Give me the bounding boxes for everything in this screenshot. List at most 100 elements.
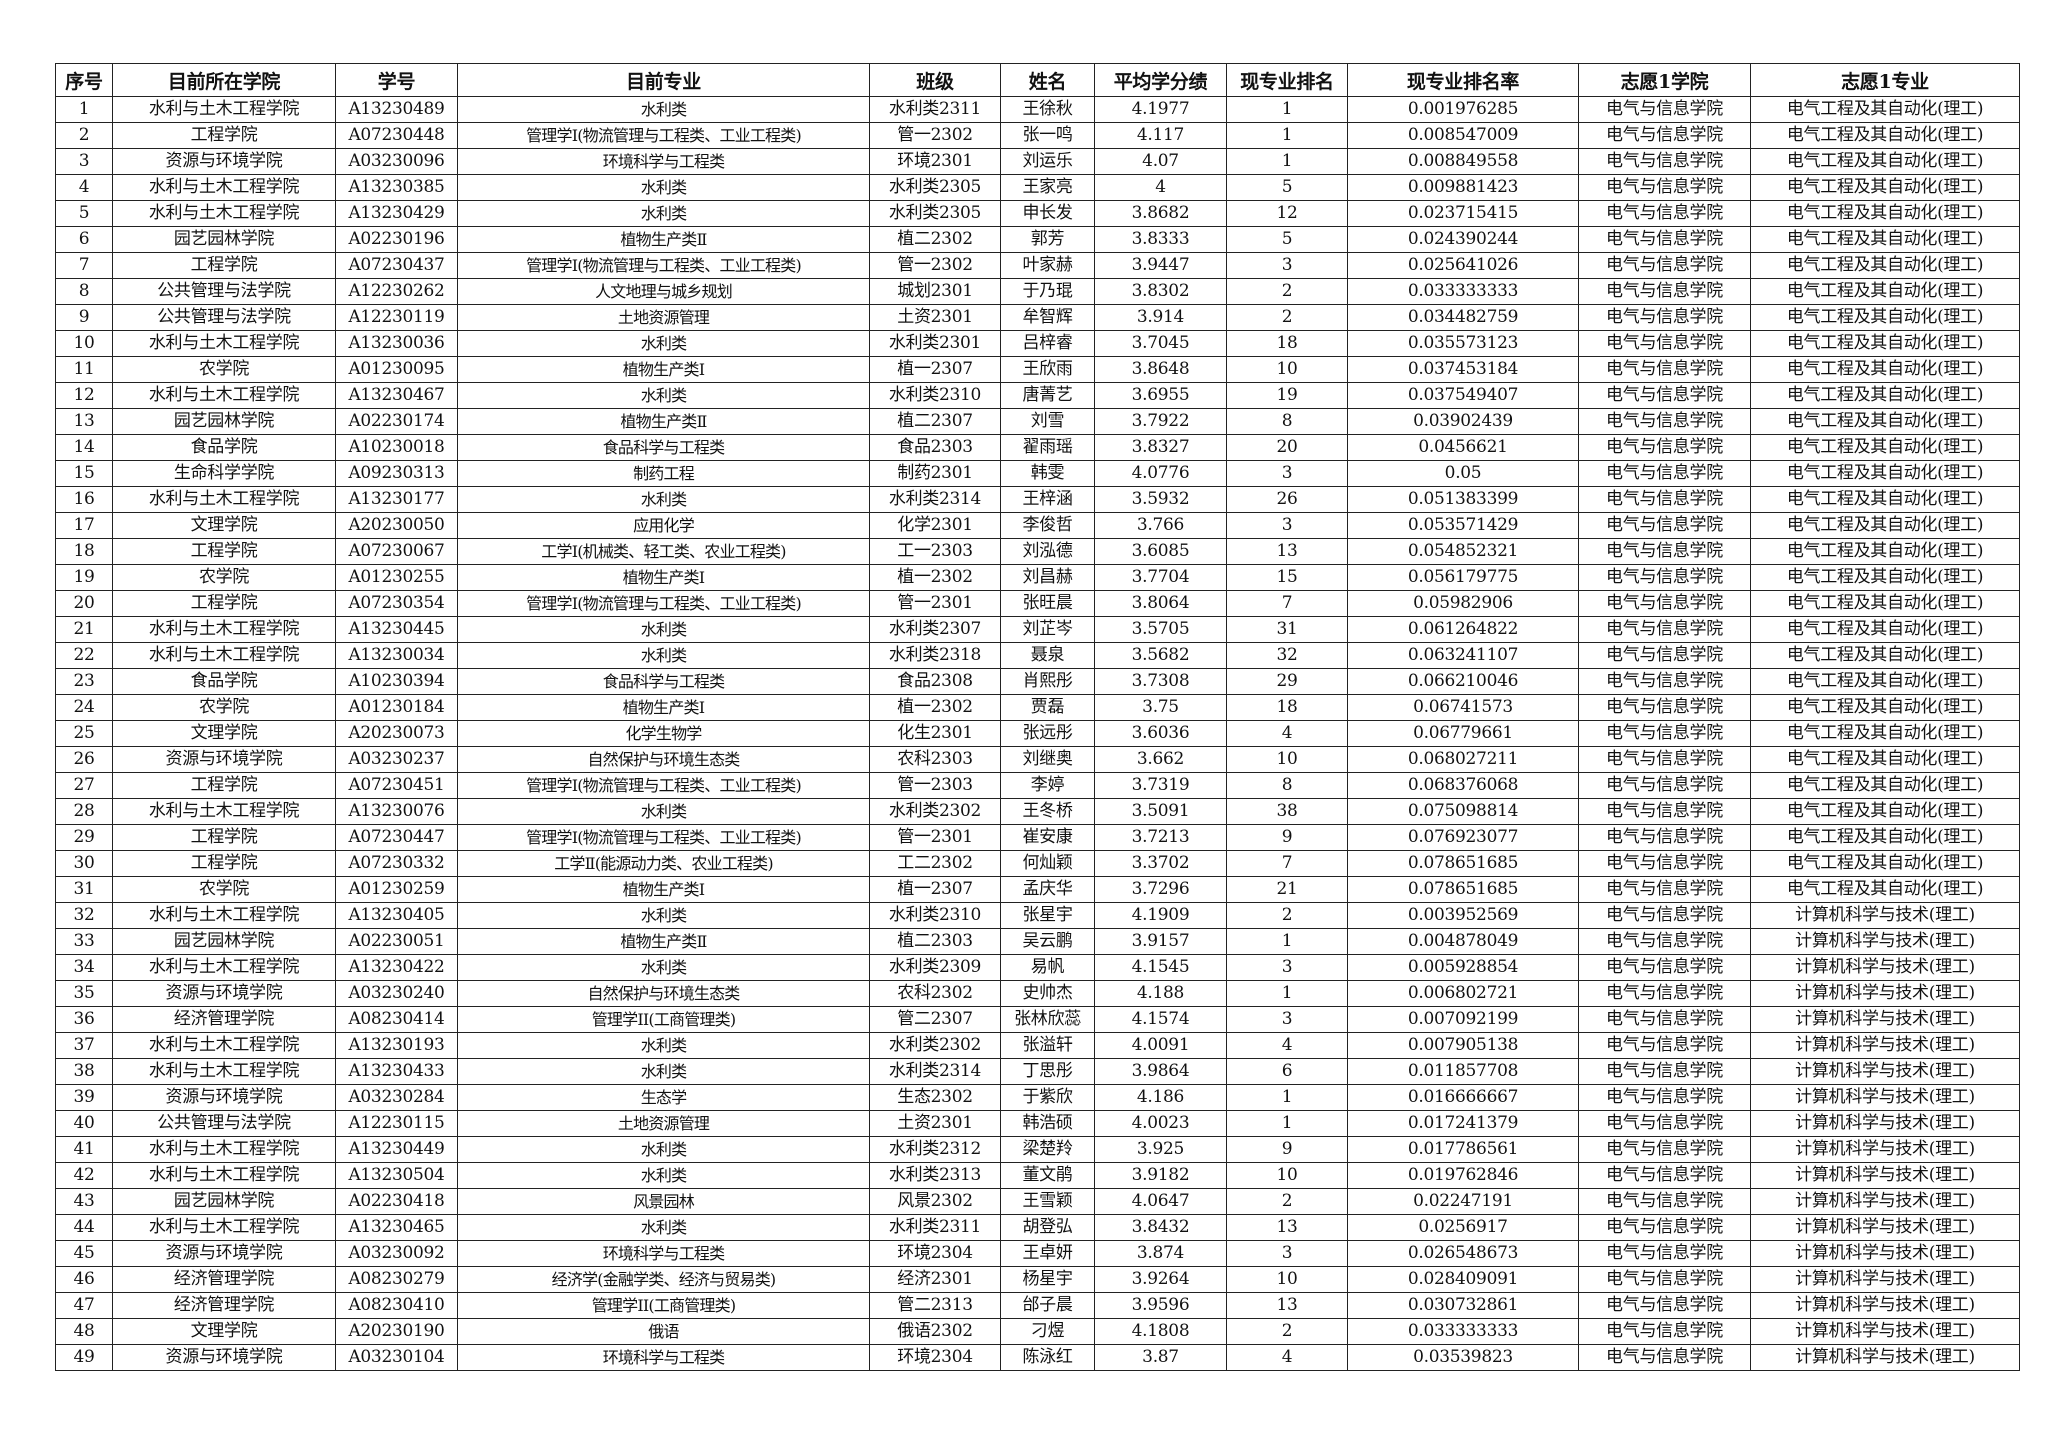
cell-current-college: 工程学院 <box>112 252 336 279</box>
cell-name: 刘泓德 <box>1000 538 1095 565</box>
cell-major-rank: 4 <box>1226 1032 1348 1059</box>
cell-gpa: 4.117 <box>1094 122 1227 149</box>
cell-class: 植一2302 <box>869 694 1001 721</box>
cell-current-major: 水利类 <box>457 96 870 123</box>
table-row: 29 工程学院 A07230447 管理学Ⅰ(物流管理与工程类、工业工程类) 管一230… <box>55 824 2020 851</box>
cell-choice1-major: 电气工程及其自动化(理工) <box>1750 486 2020 513</box>
cell-current-major: 应用化学 <box>457 512 870 539</box>
cell-name: 刘芷岑 <box>1000 616 1095 643</box>
cell-major-rank-rate: 0.076923077 <box>1347 824 1579 851</box>
cell-class: 水利类2305 <box>869 174 1001 201</box>
cell-index: 9 <box>55 304 113 331</box>
cell-index: 10 <box>55 330 113 357</box>
cell-major-rank-rate: 0.026548673 <box>1347 1240 1579 1267</box>
cell-current-major: 土地资源管理 <box>457 1110 870 1137</box>
cell-choice1-major: 电气工程及其自动化(理工) <box>1750 304 2020 331</box>
cell-choice1-college: 电气与信息学院 <box>1578 1084 1751 1111</box>
cell-student-id: A13230433 <box>335 1058 458 1085</box>
cell-choice1-major: 电气工程及其自动化(理工) <box>1750 434 2020 461</box>
cell-choice1-college: 电气与信息学院 <box>1578 1188 1751 1215</box>
cell-choice1-college: 电气与信息学院 <box>1578 642 1751 669</box>
cell-name: 于乃琨 <box>1000 278 1095 305</box>
cell-choice1-college: 电气与信息学院 <box>1578 928 1751 955</box>
cell-major-rank: 12 <box>1226 200 1348 227</box>
table-row: 10 水利与土木工程学院 A13230036 水利类 水利类2301 吕梓睿 3.7045 1… <box>55 330 2020 357</box>
cell-major-rank: 13 <box>1226 1292 1348 1319</box>
cell-current-college: 园艺园林学院 <box>112 408 336 435</box>
cell-choice1-major: 电气工程及其自动化(理工) <box>1750 876 2020 903</box>
cell-major-rank: 2 <box>1226 278 1348 305</box>
table-row: 23 食品学院 A10230394 食品科学与工程类 食品2308 肖熙彤 3.7308 29… <box>55 668 2020 695</box>
cell-index: 20 <box>55 590 113 617</box>
cell-choice1-major: 电气工程及其自动化(理工) <box>1750 252 2020 279</box>
cell-current-college: 水利与土木工程学院 <box>112 902 336 929</box>
cell-index: 30 <box>55 850 113 877</box>
cell-index: 14 <box>55 434 113 461</box>
header-index: 序号 <box>55 63 113 97</box>
cell-class: 管二2307 <box>869 1006 1001 1033</box>
cell-major-rank: 13 <box>1226 1214 1348 1241</box>
cell-major-rank: 21 <box>1226 876 1348 903</box>
cell-student-id: A08230279 <box>335 1266 458 1293</box>
cell-class: 水利类2311 <box>869 96 1001 123</box>
cell-current-college: 农学院 <box>112 356 336 383</box>
cell-choice1-college: 电气与信息学院 <box>1578 616 1751 643</box>
header-choice1-major: 志愿1专业 <box>1750 63 2020 97</box>
cell-major-rank-rate: 0.037549407 <box>1347 382 1579 409</box>
cell-name: 易帆 <box>1000 954 1095 981</box>
cell-choice1-college: 电气与信息学院 <box>1578 486 1751 513</box>
cell-current-college: 食品学院 <box>112 434 336 461</box>
cell-current-college: 农学院 <box>112 564 336 591</box>
cell-gpa: 3.9864 <box>1094 1058 1227 1085</box>
cell-student-id: A07230448 <box>335 122 458 149</box>
cell-choice1-major: 电气工程及其自动化(理工) <box>1750 772 2020 799</box>
table-row: 40 公共管理与法学院 A12230115 土地资源管理 土资2301 韩浩硕 4.0023… <box>55 1110 2020 1137</box>
cell-major-rank: 38 <box>1226 798 1348 825</box>
cell-choice1-college: 电气与信息学院 <box>1578 382 1751 409</box>
cell-student-id: A07230067 <box>335 538 458 565</box>
cell-major-rank-rate: 0.033333333 <box>1347 1318 1579 1345</box>
cell-name: 于紫欣 <box>1000 1084 1095 1111</box>
cell-major-rank: 8 <box>1226 408 1348 435</box>
cell-student-id: A07230354 <box>335 590 458 617</box>
cell-current-college: 公共管理与法学院 <box>112 304 336 331</box>
cell-student-id: A20230073 <box>335 720 458 747</box>
cell-student-id: A02230174 <box>335 408 458 435</box>
cell-gpa: 3.8333 <box>1094 226 1227 253</box>
cell-gpa: 3.7319 <box>1094 772 1227 799</box>
cell-class: 管一2302 <box>869 122 1001 149</box>
cell-index: 8 <box>55 278 113 305</box>
cell-class: 土资2301 <box>869 304 1001 331</box>
cell-major-rank-rate: 0.068027211 <box>1347 746 1579 773</box>
cell-index: 48 <box>55 1318 113 1345</box>
cell-name: 王家亮 <box>1000 174 1095 201</box>
cell-student-id: A01230259 <box>335 876 458 903</box>
cell-class: 食品2303 <box>869 434 1001 461</box>
cell-name: 张远彤 <box>1000 720 1095 747</box>
cell-index: 29 <box>55 824 113 851</box>
cell-gpa: 3.6036 <box>1094 720 1227 747</box>
cell-major-rank-rate: 0.008547009 <box>1347 122 1579 149</box>
cell-gpa: 3.6085 <box>1094 538 1227 565</box>
cell-current-major: 水利类 <box>457 1032 870 1059</box>
table-row: 45 资源与环境学院 A03230092 环境科学与工程类 环境2304 王卓妍 3.874… <box>55 1240 2020 1267</box>
cell-current-major: 经济学(金融学类、经济与贸易类) <box>457 1266 870 1293</box>
cell-major-rank: 13 <box>1226 538 1348 565</box>
cell-current-college: 工程学院 <box>112 772 336 799</box>
cell-major-rank-rate: 0.008849558 <box>1347 148 1579 175</box>
cell-current-major: 水利类 <box>457 1162 870 1189</box>
cell-major-rank-rate: 0.033333333 <box>1347 278 1579 305</box>
cell-current-college: 水利与土木工程学院 <box>112 1058 336 1085</box>
cell-name: 陈泳红 <box>1000 1344 1095 1371</box>
cell-current-major: 化学生物学 <box>457 720 870 747</box>
cell-student-id: A13230465 <box>335 1214 458 1241</box>
cell-gpa: 3.8682 <box>1094 200 1227 227</box>
table-row: 22 水利与土木工程学院 A13230034 水利类 水利类2318 聂泉 3.5682 32… <box>55 642 2020 669</box>
cell-major-rank: 18 <box>1226 330 1348 357</box>
cell-index: 16 <box>55 486 113 513</box>
cell-current-major: 植物生产类Ⅱ <box>457 408 870 435</box>
cell-gpa: 4.188 <box>1094 980 1227 1007</box>
cell-student-id: A02230418 <box>335 1188 458 1215</box>
cell-choice1-major: 电气工程及其自动化(理工) <box>1750 122 2020 149</box>
cell-gpa: 3.7704 <box>1094 564 1227 591</box>
